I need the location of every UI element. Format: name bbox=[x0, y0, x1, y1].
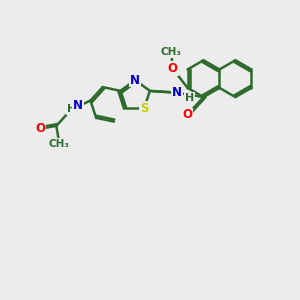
Text: O: O bbox=[168, 62, 178, 75]
Text: CH₃: CH₃ bbox=[161, 47, 182, 57]
Text: CH₃: CH₃ bbox=[160, 47, 182, 57]
Text: N: N bbox=[73, 99, 83, 112]
Text: CH₃: CH₃ bbox=[49, 139, 70, 149]
Text: O: O bbox=[182, 108, 192, 122]
Text: H: H bbox=[184, 93, 194, 103]
Text: N: N bbox=[130, 74, 140, 87]
Text: N: N bbox=[172, 86, 182, 99]
Text: H: H bbox=[67, 104, 76, 115]
Text: S: S bbox=[140, 102, 148, 115]
Text: O: O bbox=[35, 122, 45, 135]
